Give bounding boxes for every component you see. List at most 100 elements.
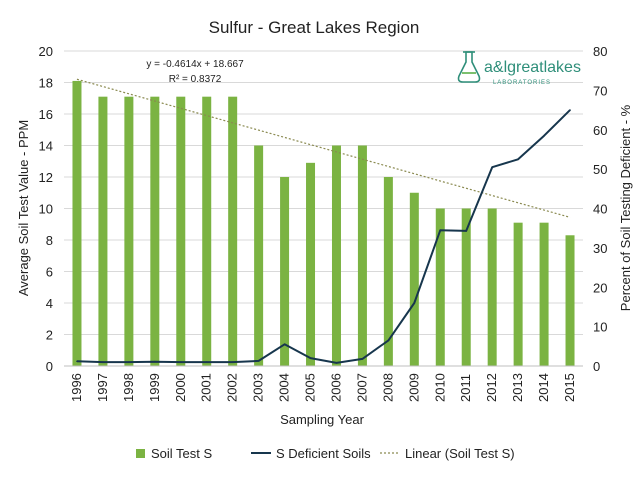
gridlines <box>64 50 583 335</box>
bar-2013 <box>513 222 523 366</box>
flask-icon <box>457 51 481 83</box>
y2-tick-label: 0 <box>593 359 600 374</box>
s-deficient-point-1999 <box>154 360 156 363</box>
y2-tick-label: 40 <box>593 202 607 217</box>
s-deficient-point-1996 <box>76 360 78 363</box>
bar-1996 <box>72 80 82 367</box>
y-tick-label: 16 <box>39 107 53 122</box>
x-tick-label: 2000 <box>173 373 188 402</box>
s-deficient-point-2013 <box>517 158 519 161</box>
legend-swatch-soil-test-s <box>136 449 145 458</box>
s-deficient-point-2005 <box>309 357 312 359</box>
bar-2002 <box>228 96 238 367</box>
x-tick-label: 2010 <box>432 373 447 402</box>
bar-2004 <box>280 177 290 366</box>
x-tick-label: 1996 <box>69 373 84 402</box>
x-tick-label: 2003 <box>251 373 266 402</box>
y-tick-label: 6 <box>46 265 53 280</box>
s-deficient-point-2015 <box>569 109 571 111</box>
bar-2011 <box>461 208 471 366</box>
bar-2010 <box>435 208 445 366</box>
y2-tick-label: 60 <box>593 123 607 138</box>
y2-tick-label: 20 <box>593 280 607 295</box>
bar-1998 <box>124 96 134 367</box>
y-tick-label: 0 <box>46 359 53 374</box>
bar-2003 <box>254 145 264 366</box>
s-deficient-point-2000 <box>179 361 182 363</box>
trendline <box>76 78 571 218</box>
bar-2007 <box>357 145 367 366</box>
y-tick-label: 12 <box>39 170 53 185</box>
y-tick-label: 2 <box>46 328 53 343</box>
y-tick-label: 10 <box>39 202 53 217</box>
y2-tick-label: 80 <box>593 44 607 59</box>
x-tick-label: 2013 <box>510 373 525 402</box>
s-deficient-point-2010 <box>439 229 442 231</box>
x-tick-label: 2006 <box>328 373 343 402</box>
legend: Soil Test S S Deficient Soils Linear (So… <box>136 446 515 461</box>
s-deficient-point-2004 <box>283 343 286 346</box>
s-deficient-point-1998 <box>128 361 130 363</box>
logo-subtext: LABORATORIES <box>493 80 551 86</box>
x-tick-label: 1998 <box>121 373 136 402</box>
x-axis-ticks: 1996 1997 1998 1999 2000 2001 2002 2003 2004 2005… <box>69 373 577 402</box>
bar-2006 <box>331 145 341 366</box>
line-series <box>76 109 571 364</box>
y-tick-label: 14 <box>39 139 53 154</box>
chart-title: Sulfur - Great Lakes Region <box>209 18 420 37</box>
logo: a&lgreatlakes LABORATORIES <box>457 51 581 86</box>
legend-label-s-deficient: S Deficient Soils <box>276 446 371 461</box>
logo-text: a&lgreatlakes <box>484 59 581 76</box>
x-tick-label: 2008 <box>380 373 395 402</box>
trendline-series <box>76 78 571 218</box>
s-deficient-point-1997 <box>102 361 104 363</box>
x-tick-label: 2012 <box>484 373 499 402</box>
bar-1999 <box>150 96 160 367</box>
bar-series <box>72 80 575 367</box>
x-tick-label: 2014 <box>536 373 551 402</box>
x-tick-label: 2005 <box>303 373 318 402</box>
y-axis-right-ticks: 0 10 20 30 40 50 60 70 80 <box>593 44 607 374</box>
s-deficient-point-2014 <box>543 134 545 137</box>
y-tick-label: 8 <box>46 233 53 248</box>
y-axis-left-title: Average Soil Test Value - PPM <box>16 120 31 296</box>
s-deficient-point-2002 <box>231 361 234 363</box>
x-tick-label: 2001 <box>199 373 214 402</box>
x-tick-label: 2009 <box>406 373 421 402</box>
s-deficient-point-2003 <box>257 360 260 362</box>
y-axis-left-ticks: 0 2 4 6 8 10 12 14 16 18 20 <box>39 44 53 374</box>
bar-2008 <box>383 177 393 366</box>
s-deficient-line <box>76 109 571 364</box>
y-tick-label: 18 <box>39 76 53 91</box>
legend-label-soil-test-s: Soil Test S <box>151 446 213 461</box>
bar-2009 <box>409 192 419 366</box>
y2-tick-label: 30 <box>593 241 607 256</box>
s-deficient-point-2008 <box>387 339 390 342</box>
x-axis-title: Sampling Year <box>280 412 365 427</box>
bar-2005 <box>306 162 316 366</box>
x-tick-label: 2011 <box>458 374 473 402</box>
x-tick-label: 1997 <box>95 373 110 402</box>
trendline-r-squared: R² = 0.8372 <box>169 74 222 85</box>
s-deficient-point-2001 <box>205 361 208 363</box>
y-axis-right-title: Percent of Soil Testing Deficient - % <box>618 104 633 311</box>
s-deficient-point-2011 <box>465 230 468 232</box>
bar-1997 <box>98 96 108 367</box>
x-tick-label: 2007 <box>354 373 369 402</box>
bar-2001 <box>202 96 212 367</box>
bar-2012 <box>487 208 497 366</box>
y2-tick-label: 10 <box>593 320 607 335</box>
y2-tick-label: 50 <box>593 162 607 177</box>
x-tick-label: 2004 <box>277 373 292 402</box>
bar-2000 <box>176 96 186 367</box>
legend-label-linear: Linear (Soil Test S) <box>405 446 515 461</box>
trendline-equation: y = -0.4614x + 18.667 <box>146 59 244 70</box>
s-deficient-point-2006 <box>335 362 338 364</box>
y-tick-label: 4 <box>46 296 53 311</box>
bar-2014 <box>539 222 549 366</box>
bar-2015 <box>565 235 575 366</box>
x-tick-label: 2002 <box>225 373 240 402</box>
x-tick-label: 1999 <box>147 373 162 402</box>
s-deficient-point-2009 <box>413 302 416 304</box>
